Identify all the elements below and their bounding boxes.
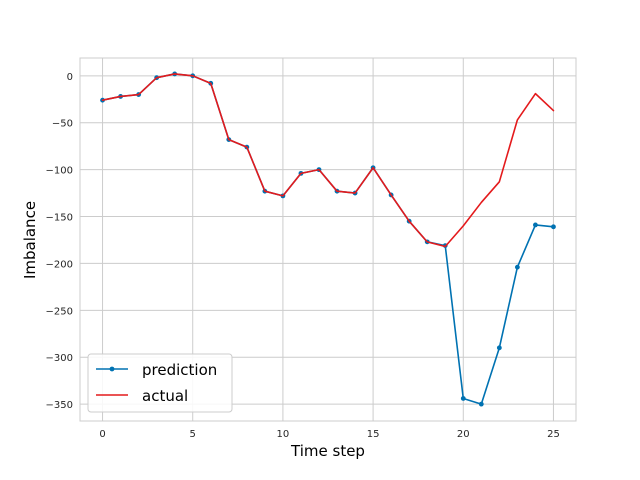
x-tick-label: 25 bbox=[547, 429, 560, 440]
x-tick-label: 5 bbox=[190, 429, 196, 440]
series-layer bbox=[100, 71, 556, 407]
y-tick-label: −50 bbox=[52, 119, 73, 130]
x-axis-label: Time step bbox=[290, 442, 365, 460]
y-axis-label: Imbalance bbox=[21, 201, 39, 279]
x-tick-label: 15 bbox=[367, 429, 380, 440]
series-line-actual bbox=[101, 73, 555, 248]
x-tick-label: 0 bbox=[99, 429, 105, 440]
y-tick-label: −300 bbox=[46, 353, 73, 364]
data-point-prediction bbox=[551, 224, 556, 230]
legend-label-prediction: prediction bbox=[142, 361, 217, 379]
y-tick-label: −200 bbox=[46, 259, 73, 270]
y-tick-label: −350 bbox=[46, 400, 73, 411]
data-point-prediction bbox=[514, 264, 520, 270]
data-point-prediction bbox=[496, 345, 502, 351]
legend: prediction actual bbox=[87, 353, 233, 413]
y-tick-label: −250 bbox=[46, 306, 73, 317]
y-tick-label: −150 bbox=[46, 213, 73, 224]
y-axis-ticks: 0 −50 −100 −150 −200 −250 −300 −350 bbox=[46, 72, 73, 411]
legend-marker-prediction bbox=[109, 366, 115, 372]
x-tick-label: 10 bbox=[277, 429, 290, 440]
y-tick-label: −100 bbox=[46, 166, 73, 177]
data-point-prediction bbox=[533, 222, 538, 228]
x-axis-ticks: 0 5 10 15 20 25 bbox=[99, 429, 559, 440]
data-point-prediction bbox=[460, 396, 466, 401]
legend-label-actual: actual bbox=[142, 387, 188, 405]
x-tick-label: 20 bbox=[457, 429, 470, 440]
y-tick-label: 0 bbox=[67, 72, 73, 83]
data-point-prediction bbox=[478, 401, 484, 407]
